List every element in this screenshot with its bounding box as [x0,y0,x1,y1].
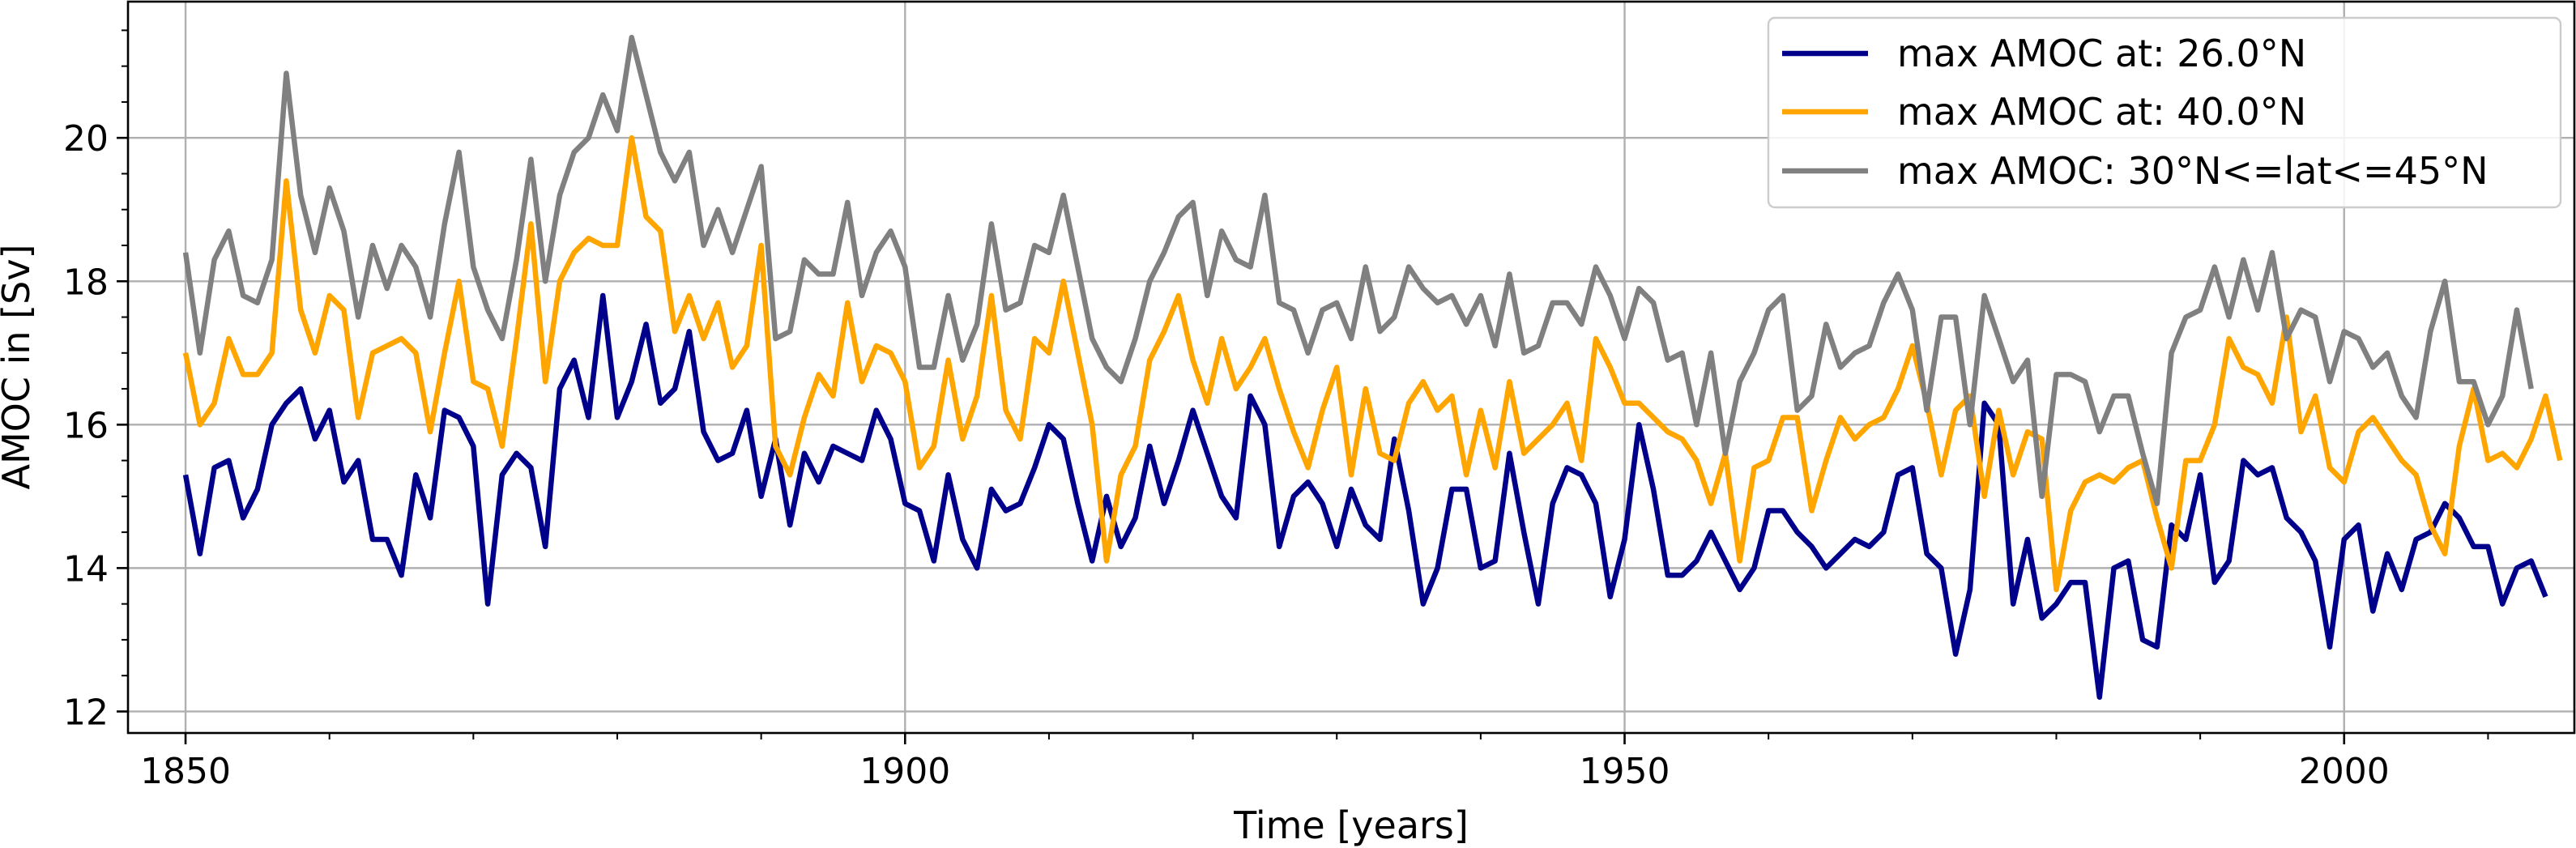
x-tick-label: 1850 [140,751,231,792]
series-line-0 [182,292,2548,700]
series-lines [182,35,2563,700]
x-axis-label: Time [years] [1233,803,1469,847]
x-tick-label: 1900 [859,751,950,792]
y-tick-label: 18 [63,262,109,303]
plot-frame [126,0,2576,735]
legend: max AMOC at: 26.0°N max AMOC at: 40.0°N … [1767,16,2562,209]
y-tick-label: 20 [63,118,109,160]
y-axis-label: AMOC in [Sv] [0,245,38,490]
series-line-1 [182,134,2563,593]
y-tick-label: 16 [63,405,109,446]
x-tick-label: 1950 [1580,751,1670,792]
y-tick-label: 14 [63,548,109,590]
series-line-2 [182,35,2534,506]
x-tick-label: 2000 [2299,751,2390,792]
legend-box [1767,16,2562,209]
y-tick-label: 12 [63,692,109,733]
legend-label-40n: max AMOC at: 40.0°N [1897,90,2306,134]
legend-label-30-45n: max AMOC: 30°N<=lat<=45°N [1897,149,2489,193]
axis-ticks: 1850 1900 1950 2000 12 14 16 18 20 [63,29,2489,792]
legend-label-26n: max AMOC at: 26.0°N [1897,32,2306,75]
